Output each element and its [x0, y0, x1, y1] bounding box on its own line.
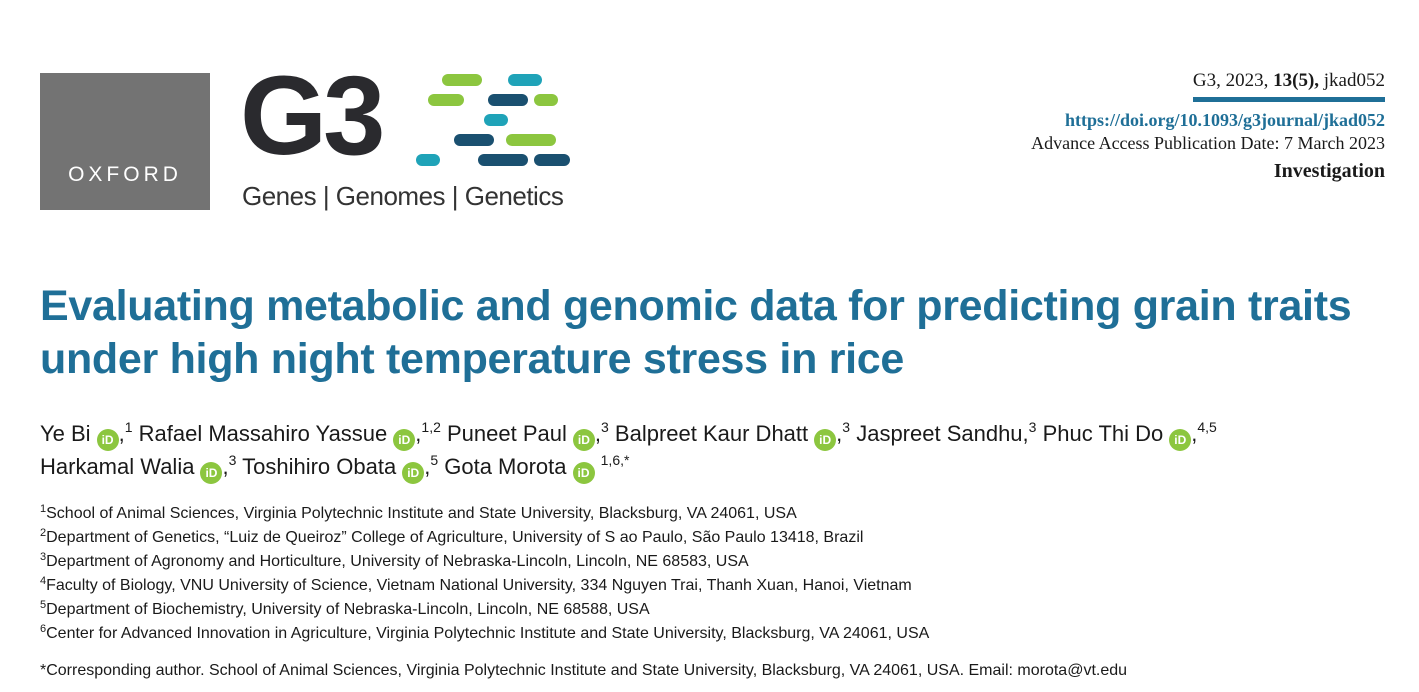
orcid-icon[interactable]: iD	[814, 429, 837, 451]
corresponding-author-note: *Corresponding author. School of Animal …	[40, 662, 1128, 679]
orcid-icon[interactable]: iD	[572, 429, 595, 451]
logo-bar	[416, 154, 440, 166]
affiliation-number: 3	[40, 551, 47, 563]
author-affil: 1,2	[421, 419, 441, 435]
oxford-logo: OXFORD	[40, 73, 210, 210]
logo-bar	[534, 154, 570, 166]
citation-volume: 13(5),	[1273, 70, 1320, 91]
author-affil: 3	[228, 452, 237, 468]
article-type: Investigation	[1273, 160, 1385, 182]
logo-bar	[508, 74, 542, 86]
logo-bar	[484, 114, 508, 126]
affiliation-text: Faculty of Biology, VNU University of Sc…	[46, 577, 912, 594]
author-name: Rafael Massahiro Yassue	[138, 421, 388, 446]
logo-bar	[442, 74, 482, 86]
orcid-icon[interactable]: iD	[393, 429, 416, 451]
advance-access-date: Advance Access Publication Date: 7 March…	[1031, 133, 1385, 153]
logo-bar	[534, 94, 558, 106]
orcid-icon[interactable]: iD	[200, 462, 223, 484]
affiliation-number: 1	[40, 503, 47, 515]
author-affil: 5	[430, 452, 439, 468]
author-affil: 1	[124, 419, 133, 435]
citation-prefix: G3, 2023,	[1192, 70, 1274, 91]
affiliation-number: 5	[40, 599, 47, 611]
affiliation-number: 4	[40, 575, 47, 587]
author-affil: 3	[842, 419, 851, 435]
logo-bar	[428, 94, 464, 106]
author-name: Jaspreet Sandhu,	[856, 421, 1029, 446]
logo-bar	[488, 94, 528, 106]
oxford-wordmark: OXFORD	[68, 163, 182, 186]
doi-link[interactable]: https://doi.org/10.1093/g3journal/jkad05…	[1064, 110, 1385, 130]
affiliation-text: School of Animal Sciences, Virginia Poly…	[46, 505, 797, 522]
affiliation-item: 3Department of Agronomy and Horticulture…	[40, 550, 1400, 574]
affiliation-item: 5Department of Biochemistry, University …	[40, 598, 1400, 622]
author-name: Puneet Paul	[447, 421, 567, 446]
author-list: Ye Bi iD ,1 Rafael Massahiro Yassue iD ,1,2 …	[40, 418, 1400, 484]
orcid-icon[interactable]: iD	[402, 462, 425, 484]
citation-line: G3, 2023, 13(5), jkad052	[1192, 70, 1385, 102]
author-name: Ye Bi	[40, 421, 91, 446]
logo-bar	[478, 154, 528, 166]
author-affil: 1,6,*	[600, 452, 630, 468]
affiliation-item: 2Department of Genetics, “Luiz de Queiro…	[40, 526, 1400, 550]
author-name: Harkamal Walia	[40, 454, 195, 479]
affiliation-text: Center for Advanced Innovation in Agricu…	[46, 625, 930, 642]
journal-tagline: Genes | Genomes | Genetics	[242, 181, 564, 211]
affiliation-text: Department of Biochemistry, University o…	[46, 601, 650, 618]
affiliation-number: 6	[40, 623, 47, 635]
author-name: Toshihiro Obata	[242, 454, 397, 479]
orcid-icon[interactable]: iD	[1169, 429, 1192, 451]
author-name: Balpreet Kaur Dhatt	[614, 421, 809, 446]
orcid-icon[interactable]: iD	[96, 429, 119, 451]
article-title: Evaluating metabolic and genomic data fo…	[40, 282, 1352, 383]
citation-block: G3, 2023, 13(5), jkad052 https://doi.org…	[1031, 70, 1385, 183]
orcid-icon[interactable]: iD	[572, 462, 595, 484]
author-affil: 4,5	[1197, 419, 1217, 435]
author-affil: 3	[1028, 419, 1037, 435]
affiliation-item: 4Faculty of Biology, VNU University of S…	[40, 574, 1400, 598]
author-name: Gota Morota	[444, 454, 567, 479]
author-affil: 3	[601, 419, 609, 435]
logo-bar	[454, 134, 494, 146]
affiliation-number: 2	[40, 527, 47, 539]
logo-bar	[506, 134, 556, 146]
g3-logo-mark: G3	[240, 53, 385, 178]
affiliation-list: 1School of Animal Sciences, Virginia Pol…	[40, 502, 1400, 646]
affiliation-text: Department of Genetics, “Luiz de Queiroz…	[46, 529, 864, 546]
affiliation-text: Department of Agronomy and Horticulture,…	[46, 553, 749, 570]
citation-id: jkad052	[1319, 70, 1385, 91]
affiliation-item: 1School of Animal Sciences, Virginia Pol…	[40, 502, 1400, 526]
affiliation-item: 6Center for Advanced Innovation in Agric…	[40, 622, 1400, 646]
author-name: Phuc Thi Do	[1042, 421, 1164, 446]
